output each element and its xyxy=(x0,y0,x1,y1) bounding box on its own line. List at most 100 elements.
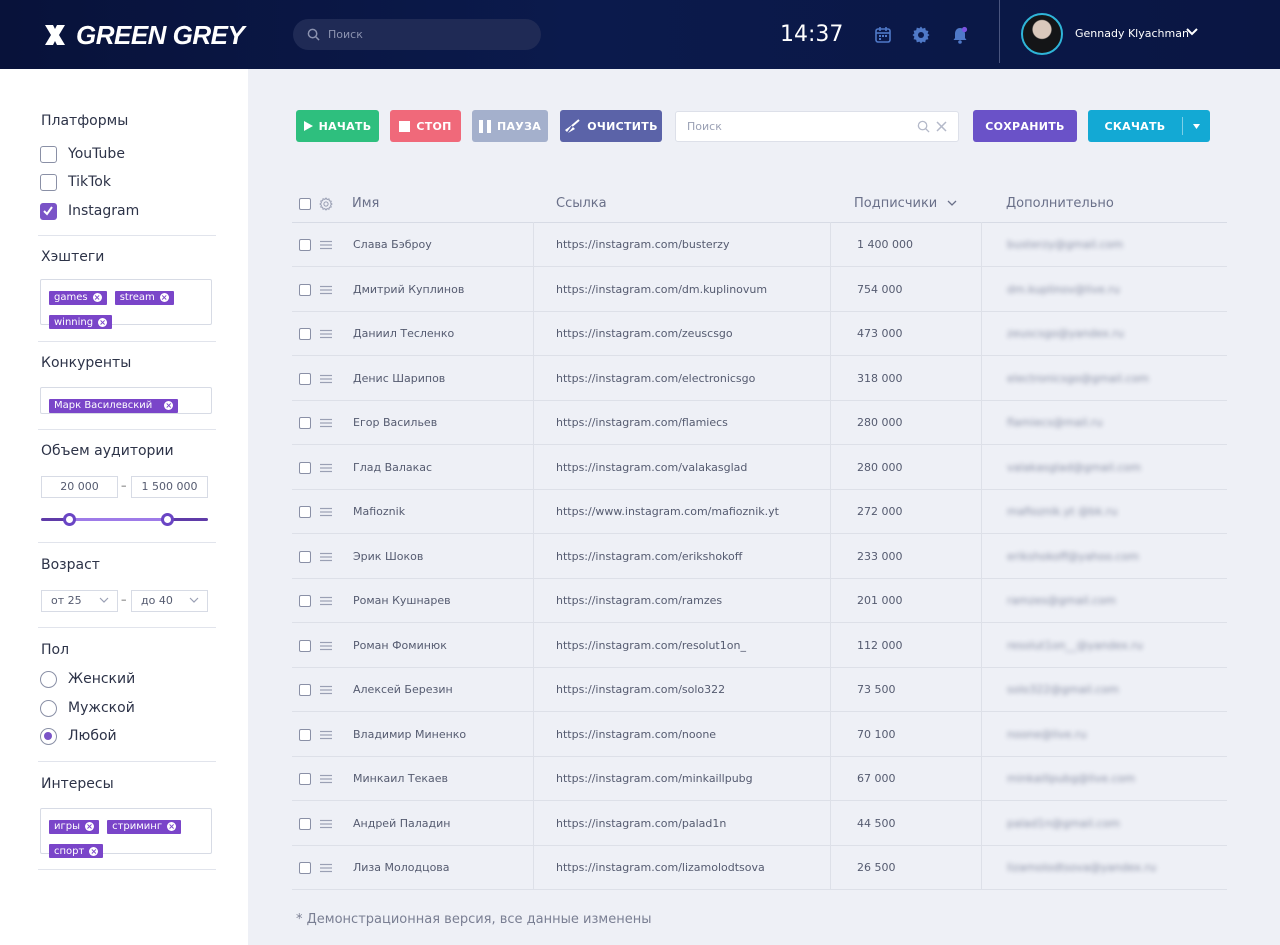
drag-handle-icon[interactable] xyxy=(320,463,332,473)
age-from-select[interactable]: от 25 xyxy=(41,590,118,612)
caret-down-icon[interactable] xyxy=(1193,123,1200,129)
cell-link[interactable]: https://instagram.com/busterzy xyxy=(556,238,730,251)
row-checkbox[interactable] xyxy=(299,461,311,474)
column-header-extra[interactable]: Дополнительно xyxy=(1006,196,1114,211)
select-all-checkbox[interactable] xyxy=(299,198,311,210)
radio[interactable] xyxy=(40,699,57,717)
audience-range-slider[interactable] xyxy=(41,512,208,528)
cell-link[interactable]: https://instagram.com/noone xyxy=(556,727,717,741)
remove-tag-icon[interactable]: × xyxy=(98,317,108,327)
audience-max-input[interactable]: 1 500 000 xyxy=(131,476,208,498)
global-search-input[interactable] xyxy=(328,28,518,41)
table-row[interactable]: Даниил Тесленко https://instagram.com/zeu… xyxy=(292,312,1227,356)
hashtags-input[interactable]: games × stream × winning × xyxy=(40,279,212,329)
table-row[interactable]: Дмитрий Куплинов https://instagram.com/dm… xyxy=(292,268,1227,312)
start-button[interactable]: НАЧАТЬ xyxy=(296,110,379,142)
cell-link[interactable]: https://instagram.com/ramzes xyxy=(556,594,723,607)
slider-handle-min[interactable] xyxy=(62,513,76,526)
drag-handle-icon[interactable] xyxy=(320,685,332,695)
remove-tag-icon[interactable]: × xyxy=(164,401,174,410)
radio[interactable] xyxy=(40,670,57,688)
drag-handle-icon[interactable] xyxy=(320,507,332,517)
cell-link[interactable]: https://instagram.com/electronicsgo xyxy=(556,371,756,385)
cell-link[interactable]: https://instagram.com/zeuscsgo xyxy=(556,327,733,340)
pause-button[interactable]: ПАУЗА xyxy=(472,110,548,142)
table-row[interactable]: Роман Фоминюк https://instagram.com/resol… xyxy=(292,624,1227,668)
row-checkbox[interactable] xyxy=(299,862,311,874)
competitors-input[interactable]: Марк Василевский × xyxy=(40,387,212,414)
table-row[interactable]: Владимир Миненко https://instagram.com/no… xyxy=(292,713,1227,757)
column-settings-gear-icon[interactable] xyxy=(319,197,333,211)
row-checkbox[interactable] xyxy=(299,283,311,296)
row-checkbox[interactable] xyxy=(299,728,311,741)
global-search[interactable] xyxy=(293,19,541,50)
table-search-input[interactable] xyxy=(687,120,907,133)
checkbox[interactable] xyxy=(40,145,57,163)
row-checkbox[interactable] xyxy=(299,773,311,785)
drag-handle-icon[interactable] xyxy=(320,552,332,562)
row-checkbox[interactable] xyxy=(299,684,311,696)
row-checkbox[interactable] xyxy=(299,506,311,518)
logo[interactable]: GREEN GREY xyxy=(42,20,245,50)
checkbox-checked[interactable] xyxy=(40,202,57,220)
remove-tag-icon[interactable]: × xyxy=(89,846,99,856)
table-row[interactable]: Минкаил Текаев https://instagram.com/mink… xyxy=(292,757,1227,801)
column-header-link[interactable]: Ссылка xyxy=(556,196,607,211)
cell-link[interactable]: https://instagram.com/valakasglad xyxy=(556,460,748,474)
stop-button[interactable]: СТОП xyxy=(390,110,461,142)
gender-any-radio[interactable]: Любой xyxy=(40,727,117,745)
column-header-name[interactable]: Имя xyxy=(352,196,380,211)
drag-handle-icon[interactable] xyxy=(320,774,332,784)
table-row[interactable]: Эрик Шоков https://instagram.com/erikshok… xyxy=(292,535,1227,579)
audience-min-input[interactable]: 20 000 xyxy=(41,476,118,498)
platform-tiktok-checkbox[interactable]: TikTok xyxy=(40,173,111,191)
table-row[interactable]: Егор Васильев https://instagram.com/flami… xyxy=(292,401,1227,445)
table-row[interactable]: Роман Кушнарев https://instagram.com/ramz… xyxy=(292,579,1227,623)
drag-handle-icon[interactable] xyxy=(320,374,332,384)
clear-search-icon[interactable] xyxy=(936,121,947,132)
drag-handle-icon[interactable] xyxy=(320,730,332,740)
save-button[interactable]: СОХРАНИТЬ xyxy=(973,110,1077,142)
table-row[interactable]: Лиза Молодцова https://instagram.com/liza… xyxy=(292,846,1227,890)
avatar[interactable] xyxy=(1021,13,1063,55)
drag-handle-icon[interactable] xyxy=(320,329,332,339)
drag-handle-icon[interactable] xyxy=(320,285,332,295)
interests-input[interactable]: игры × стриминг × спорт × xyxy=(40,808,212,858)
drag-handle-icon[interactable] xyxy=(320,240,332,250)
cell-link[interactable]: https://instagram.com/erikshokoff xyxy=(556,549,743,563)
chevron-down-icon[interactable] xyxy=(1185,25,1199,39)
radio-selected[interactable] xyxy=(40,727,57,745)
table-row[interactable]: Глад Валакас https://instagram.com/valaka… xyxy=(292,446,1227,490)
drag-handle-icon[interactable] xyxy=(320,863,332,873)
clear-button[interactable]: ОЧИСТИТЬ xyxy=(560,110,662,142)
search-icon[interactable] xyxy=(917,120,930,133)
row-checkbox[interactable] xyxy=(299,239,311,251)
row-checkbox[interactable] xyxy=(299,595,311,607)
age-to-select[interactable]: до 40 xyxy=(131,590,208,612)
table-row[interactable]: Mafioznik https://www.instagram.com/mafio… xyxy=(292,490,1227,534)
gear-icon[interactable] xyxy=(911,25,931,45)
download-button[interactable]: СКАЧАТЬ xyxy=(1088,110,1210,142)
table-search[interactable] xyxy=(675,111,959,142)
checkbox[interactable] xyxy=(40,173,57,191)
cell-link[interactable]: https://instagram.com/minkaillpubg xyxy=(556,772,753,785)
platform-instagram-checkbox[interactable]: Instagram xyxy=(40,202,139,220)
table-row[interactable]: Денис Шарипов https://instagram.com/elect… xyxy=(292,357,1227,401)
table-row[interactable]: Алексей Березин https://instagram.com/sol… xyxy=(292,668,1227,712)
remove-tag-icon[interactable]: × xyxy=(167,822,177,831)
drag-handle-icon[interactable] xyxy=(320,596,332,606)
remove-tag-icon[interactable]: × xyxy=(159,293,169,302)
row-checkbox[interactable] xyxy=(299,639,311,652)
table-row[interactable]: Слава Бэброу https://instagram.com/buster… xyxy=(292,223,1227,267)
sort-chevron-down-icon[interactable] xyxy=(947,199,957,207)
notification-bell-icon[interactable] xyxy=(950,25,970,45)
column-header-subscribers[interactable]: Подписчики xyxy=(854,186,957,222)
slider-handle-max[interactable] xyxy=(161,513,175,526)
cell-link[interactable]: https://instagram.com/lizamolodtsova xyxy=(556,861,765,874)
calendar-icon[interactable] xyxy=(873,25,893,45)
table-row[interactable]: Андрей Паладин https://instagram.com/pala… xyxy=(292,802,1227,846)
row-checkbox[interactable] xyxy=(299,372,311,385)
remove-tag-icon[interactable]: × xyxy=(92,293,102,302)
cell-link[interactable]: https://instagram.com/solo322 xyxy=(556,683,726,696)
drag-handle-icon[interactable] xyxy=(320,641,332,651)
